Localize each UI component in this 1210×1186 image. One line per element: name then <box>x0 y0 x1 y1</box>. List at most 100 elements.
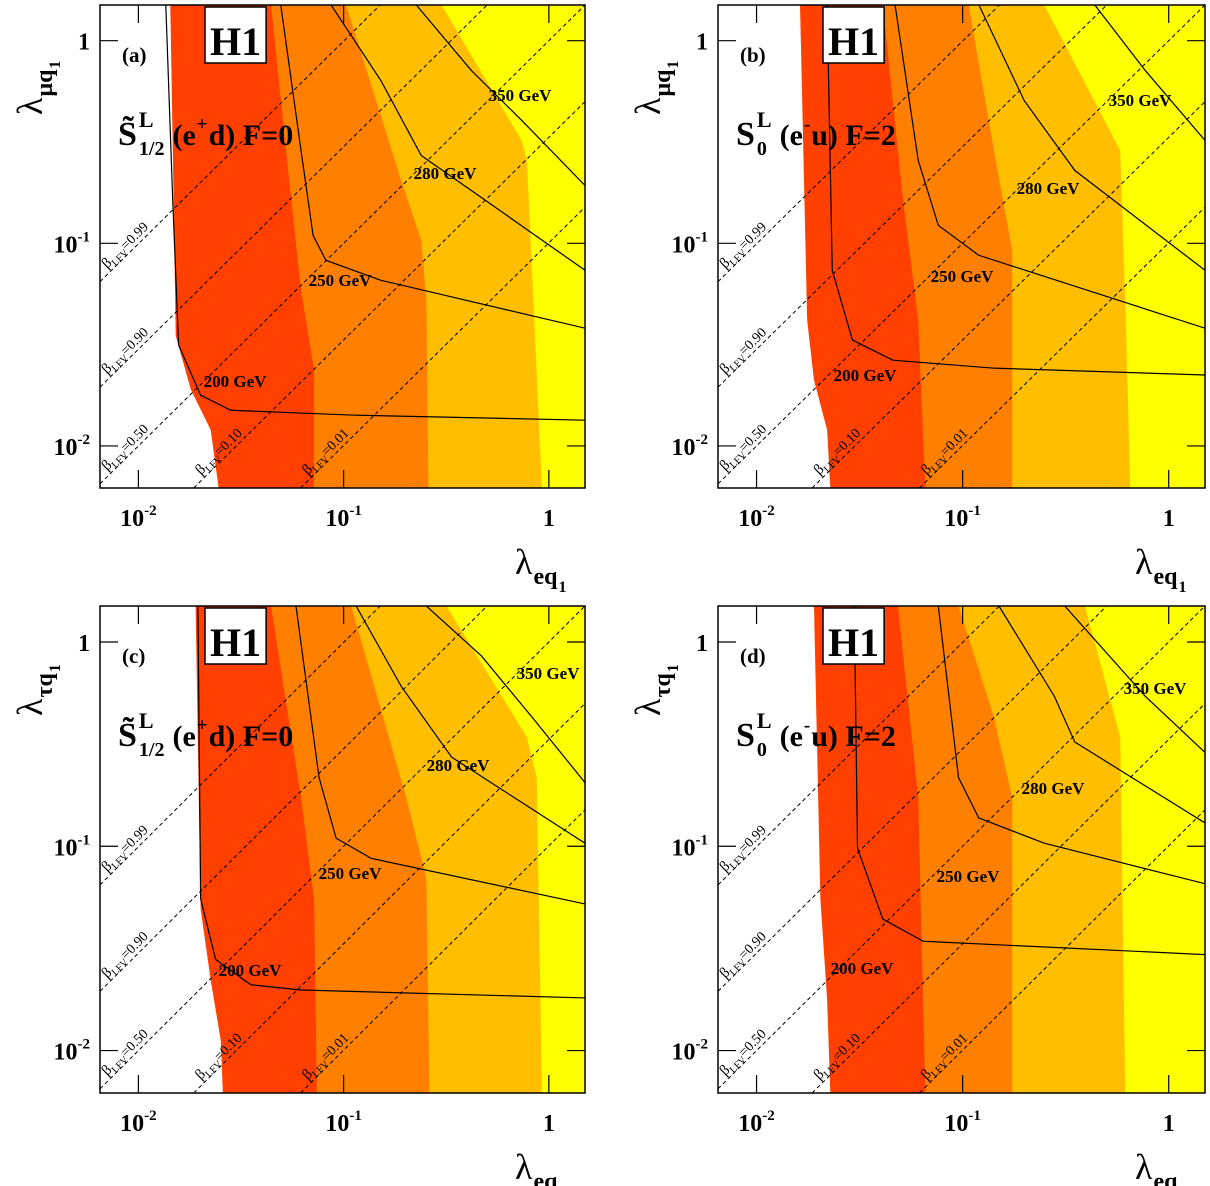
x-tick-label: 10-1 <box>325 1108 362 1137</box>
tick-base: 1 <box>696 30 708 56</box>
contour-label: 200 GeV <box>834 366 898 385</box>
plot-area: βLFV=0.99βLFV=0.90βLFV=0.50βLFV=0.10βLFV… <box>100 606 585 1093</box>
axis-symbol: λ <box>515 542 533 582</box>
axis-subscript: τq <box>32 672 58 697</box>
beta-line <box>919 206 1205 488</box>
beta-line <box>100 5 381 283</box>
axis-symbol: λ <box>10 698 50 716</box>
contour-label: 250 GeV <box>937 867 1001 886</box>
model-rest: u) F=2 <box>811 119 896 152</box>
axis-symbol: λ <box>1135 542 1153 582</box>
tick-base: 10 <box>944 506 968 532</box>
y-tick-label: 10-1 <box>54 229 91 258</box>
beta-line <box>100 606 488 992</box>
model-sub: 1/2 <box>139 739 165 761</box>
plot-frame <box>99 605 586 1094</box>
y-tick-label: 1 <box>696 30 708 56</box>
model-rest: d) F=0 <box>209 720 294 753</box>
beta-line <box>193 101 585 488</box>
mass-contour <box>415 5 585 186</box>
tick-exponent: -2 <box>144 1108 157 1124</box>
tick-base: 10 <box>54 232 78 258</box>
model-sup: L <box>757 708 772 733</box>
panel-label: (b) <box>740 43 766 67</box>
y-tick-label: 10-1 <box>672 832 709 861</box>
mass-contour <box>295 606 585 905</box>
contour-label: 350 GeV <box>1109 91 1173 110</box>
mass-contour <box>425 606 585 783</box>
mass-contour <box>826 5 1205 376</box>
panel-label: (d) <box>740 644 766 668</box>
beta-line <box>100 606 585 1090</box>
axis-subscript: eq <box>1153 1169 1178 1186</box>
y-tick-label: 10-2 <box>672 432 709 461</box>
model-text: (e <box>780 119 803 152</box>
model-rest: d) F=0 <box>209 119 294 152</box>
plot-frame <box>717 4 1206 489</box>
tick-base: 10 <box>738 1111 762 1137</box>
axis-subscript: eq <box>533 564 558 590</box>
contour-label: 350 GeV <box>517 664 581 683</box>
panel-label: (a) <box>122 43 147 67</box>
beta-line <box>718 5 1000 283</box>
model-sup: L <box>139 708 154 733</box>
tick-exponent: -1 <box>696 229 709 245</box>
mass-contour <box>853 606 1205 956</box>
x-tick-label: 10-1 <box>944 503 981 532</box>
mass-contour <box>355 606 585 844</box>
y-tick-label: 1 <box>78 631 90 657</box>
x-tick-label: 10-2 <box>120 1108 157 1137</box>
mass-contour <box>197 606 585 999</box>
x-tick-label: 10-2 <box>738 503 775 532</box>
model-rest: u) F=2 <box>811 720 896 753</box>
axis-subscript: τq <box>650 672 676 697</box>
contour-label: 280 GeV <box>414 164 478 183</box>
x-tick-label: 1 <box>1163 1111 1175 1137</box>
x-tick-label: 1 <box>543 506 555 532</box>
tick-base: 1 <box>543 1111 555 1137</box>
axis-subscript: μq <box>32 69 58 97</box>
beta-line <box>811 703 1205 1093</box>
tick-exponent: -2 <box>78 432 91 448</box>
experiment-label: H1 <box>210 620 261 665</box>
y-tick-label: 1 <box>696 631 708 657</box>
model-charge: + <box>197 114 208 135</box>
y-tick-label: 10-1 <box>54 832 91 861</box>
tick-base: 1 <box>1163 1111 1175 1137</box>
excluded-region <box>441 5 585 488</box>
tick-base: 10 <box>672 1040 696 1066</box>
x-tick-label: 10-2 <box>738 1108 775 1137</box>
mass-contour <box>280 5 585 329</box>
model-symbol: S <box>736 717 755 754</box>
y-tick-label: 10-1 <box>672 229 709 258</box>
tick-base: 10 <box>672 435 696 461</box>
axis-subsubscript: 1 <box>558 579 566 596</box>
tick-exponent: -2 <box>696 432 709 448</box>
tick-base: 10 <box>54 835 78 861</box>
model-symbol: S̃ <box>118 115 137 153</box>
contour-label: 250 GeV <box>931 267 995 286</box>
excluded-region <box>1084 606 1205 1093</box>
experiment-label: H1 <box>828 19 879 64</box>
model-sub: 1/2 <box>139 138 165 160</box>
tick-base: 10 <box>325 1111 349 1137</box>
axis-symbol: λ <box>628 698 668 716</box>
axis-symbol: λ <box>515 1147 533 1186</box>
contour-label: 350 GeV <box>1124 679 1188 698</box>
tick-exponent: -2 <box>762 503 775 519</box>
tick-base: 10 <box>738 506 762 532</box>
contour-label: 280 GeV <box>1022 779 1086 798</box>
excluded-region <box>446 606 585 1093</box>
model-symbol: S̃ <box>118 716 137 754</box>
axis-subsubscript: 1 <box>665 61 682 69</box>
tick-base: 10 <box>672 232 696 258</box>
tick-exponent: -1 <box>696 832 709 848</box>
plot-area: βLFV=0.99βLFV=0.90βLFV=0.50βLFV=0.10βLFV… <box>718 606 1205 1093</box>
axis-subscript: eq <box>533 1169 558 1186</box>
mass-contour <box>1094 5 1205 141</box>
tick-exponent: -1 <box>78 229 91 245</box>
model-charge: + <box>197 715 208 736</box>
